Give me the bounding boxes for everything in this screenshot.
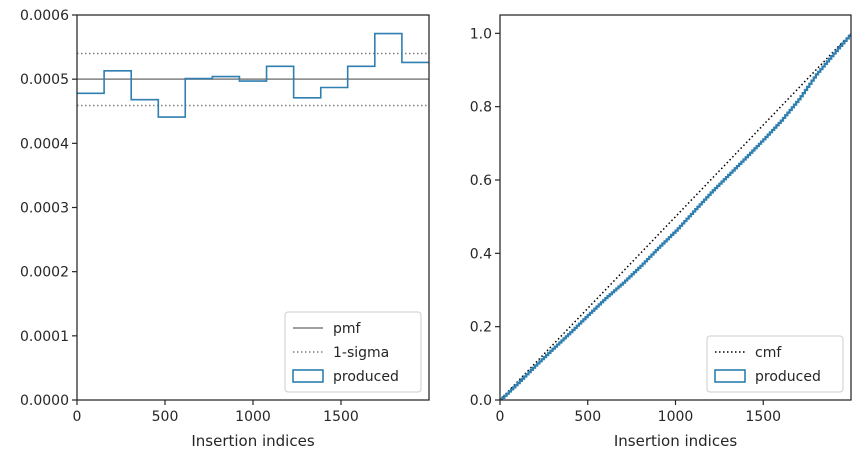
y-tick-label: 0.0000 [20, 393, 69, 409]
legend-swatch-produced [714, 369, 746, 383]
y-tick-label: 1.0 [470, 26, 492, 42]
y-tick-label: 0.0006 [20, 8, 69, 24]
legend-box [706, 335, 844, 393]
legend-swatch-produced [292, 369, 324, 383]
x-tick-label: 500 [574, 409, 601, 425]
y-tick-label: 0.0004 [20, 136, 69, 152]
legend-label-produced: produced [333, 369, 399, 385]
y-tick-label: 0.0003 [20, 201, 69, 217]
x-tick-label: 1500 [745, 409, 781, 425]
legend-box [284, 311, 422, 393]
y-tick-label: 0.4 [470, 246, 492, 262]
cumulative-chart: 0 500 1000 1500 0.0 0.2 0.4 0.6 0.8 1.0 Insertion … [470, 14, 852, 450]
legend-right: cmf produced [706, 335, 844, 393]
x-tick-label: 1000 [235, 409, 271, 425]
x-axis-title: Insertion indices [191, 432, 314, 450]
legend-label-1-sigma: 1-sigma [333, 345, 389, 361]
histogram-chart: 0 500 1000 1500 0.0000 0.0001 0.0002 0.0003 0.00… [20, 8, 430, 450]
y-tick-label: 0.0002 [20, 265, 69, 281]
plot-area-right [500, 32, 851, 400]
legend-label-cmf: cmf [755, 345, 782, 361]
x-axis-title: Insertion indices [614, 432, 737, 450]
y-tick-label: 0.0001 [20, 329, 69, 345]
y-tick-label: 0.0005 [20, 72, 69, 88]
x-tick-label: 500 [152, 409, 179, 425]
series-produced-step [77, 32, 429, 118]
legend-label-pmf: pmf [333, 321, 362, 337]
x-tick-label: 0 [73, 409, 82, 425]
y-tick-label: 0.8 [470, 100, 492, 116]
y-tick-label: 0.0 [470, 393, 492, 409]
x-tick-label: 1000 [658, 409, 694, 425]
y-tick-label: 0.6 [470, 173, 492, 189]
legend-label-produced: produced [755, 369, 821, 385]
series-produced-line [500, 33, 851, 400]
x-tick-label: 0 [496, 409, 505, 425]
y-tick-label: 0.2 [470, 320, 492, 336]
legend-left: pmf 1-sigma produced [284, 311, 422, 393]
series-cmf-line [500, 32, 851, 400]
x-tick-label: 1500 [323, 409, 359, 425]
plot-area-left [77, 32, 429, 118]
